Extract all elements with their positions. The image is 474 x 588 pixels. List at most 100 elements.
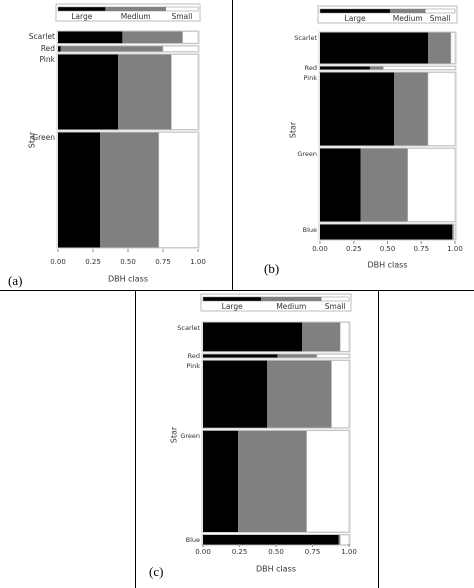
segment	[302, 322, 341, 352]
segment	[338, 534, 341, 545]
panel-label: (c)	[149, 564, 163, 579]
category-label: Blue	[303, 226, 317, 234]
segment	[369, 66, 384, 70]
legend-swatch	[319, 8, 391, 14]
legend-frame	[317, 5, 458, 24]
segment	[267, 360, 332, 428]
segment	[383, 66, 456, 70]
legend-label: Small	[430, 14, 451, 23]
segment	[427, 72, 456, 146]
legend-swatch	[202, 296, 262, 302]
legend-swatch	[425, 8, 456, 14]
legend-swatch	[57, 6, 106, 12]
segment	[277, 354, 317, 358]
segment	[238, 430, 307, 532]
x-tick-label: 0.50	[268, 548, 284, 556]
segment	[316, 354, 350, 358]
category-frame	[201, 321, 351, 353]
legend-label: Medium	[276, 302, 306, 311]
category-frame	[56, 30, 200, 45]
category-label: Green	[32, 133, 55, 142]
segment	[203, 430, 239, 532]
segment	[360, 148, 408, 222]
x-tick-label: 1.00	[190, 258, 206, 266]
segment	[331, 360, 350, 429]
category-label: Pink	[187, 362, 201, 370]
panel-label: (a)	[8, 273, 22, 288]
category-label: Green	[180, 432, 200, 440]
x-tick-label: 1.00	[447, 245, 463, 253]
x-tick-label: 0.75	[413, 245, 429, 253]
y-axis-title: Star	[289, 121, 298, 138]
segment	[118, 54, 172, 130]
segment	[171, 54, 199, 130]
legend-frame	[200, 293, 352, 312]
legend-label: Medium	[393, 14, 423, 23]
segment	[453, 224, 456, 240]
x-tick-label: 0.25	[232, 548, 248, 556]
segment	[320, 66, 370, 70]
category-frame	[318, 65, 457, 71]
category-frame	[56, 53, 200, 131]
category-frame	[318, 71, 457, 147]
x-tick-label: 0.00	[195, 548, 211, 556]
category-frame	[201, 429, 351, 533]
legend-swatch	[261, 296, 322, 302]
y-axis-title: Star	[170, 426, 179, 443]
category-label: Scarlet	[177, 324, 200, 332]
legend-label: Small	[325, 302, 346, 311]
legend-swatch	[165, 6, 199, 12]
category-frame	[318, 223, 457, 241]
category-frame	[318, 147, 457, 223]
x-tick-label: 0.00	[50, 258, 66, 266]
category-frame	[56, 45, 200, 53]
segment	[58, 132, 100, 248]
category-frame	[56, 131, 200, 249]
x-tick-label: 0.25	[346, 245, 362, 253]
category-label: Red	[305, 64, 317, 72]
segment	[203, 360, 268, 428]
segment	[452, 224, 454, 240]
category-frame	[318, 31, 457, 65]
legend-label: Small	[171, 12, 192, 21]
category-label: Scarlet	[294, 34, 317, 42]
legend-label: Large	[71, 12, 92, 21]
legend-label: Medium	[121, 12, 151, 21]
x-axis-title: DBH class	[367, 261, 407, 270]
segment	[158, 132, 199, 248]
legend-frame	[55, 3, 201, 22]
category-label: Pink	[39, 55, 55, 64]
x-axis-title: DBH class	[108, 275, 148, 284]
segment	[58, 31, 123, 44]
category-label: Red	[41, 44, 55, 53]
x-tick-label: 0.00	[312, 245, 328, 253]
segment	[407, 148, 456, 222]
x-tick-label: 0.50	[380, 245, 396, 253]
category-label: Pink	[304, 74, 318, 82]
segment	[58, 54, 119, 130]
x-tick-label: 0.75	[155, 258, 171, 266]
segment	[203, 322, 303, 352]
segment	[58, 46, 61, 52]
panel-label: (b)	[264, 261, 279, 276]
legend-swatch	[105, 6, 167, 12]
segment	[394, 72, 428, 146]
segment	[306, 430, 350, 533]
x-axis-title: DBH class	[256, 565, 296, 574]
segment	[122, 31, 183, 44]
category-label: Scarlet	[29, 32, 55, 41]
segment	[203, 534, 339, 545]
category-frame	[201, 353, 351, 359]
segment	[100, 132, 159, 248]
x-tick-label: 0.25	[85, 258, 101, 266]
x-tick-label: 0.50	[120, 258, 136, 266]
segment	[320, 224, 453, 240]
legend-label: Large	[345, 14, 366, 23]
x-tick-label: 0.75	[305, 548, 321, 556]
category-label: Green	[297, 150, 317, 158]
segment	[339, 534, 350, 545]
segment	[320, 148, 361, 222]
